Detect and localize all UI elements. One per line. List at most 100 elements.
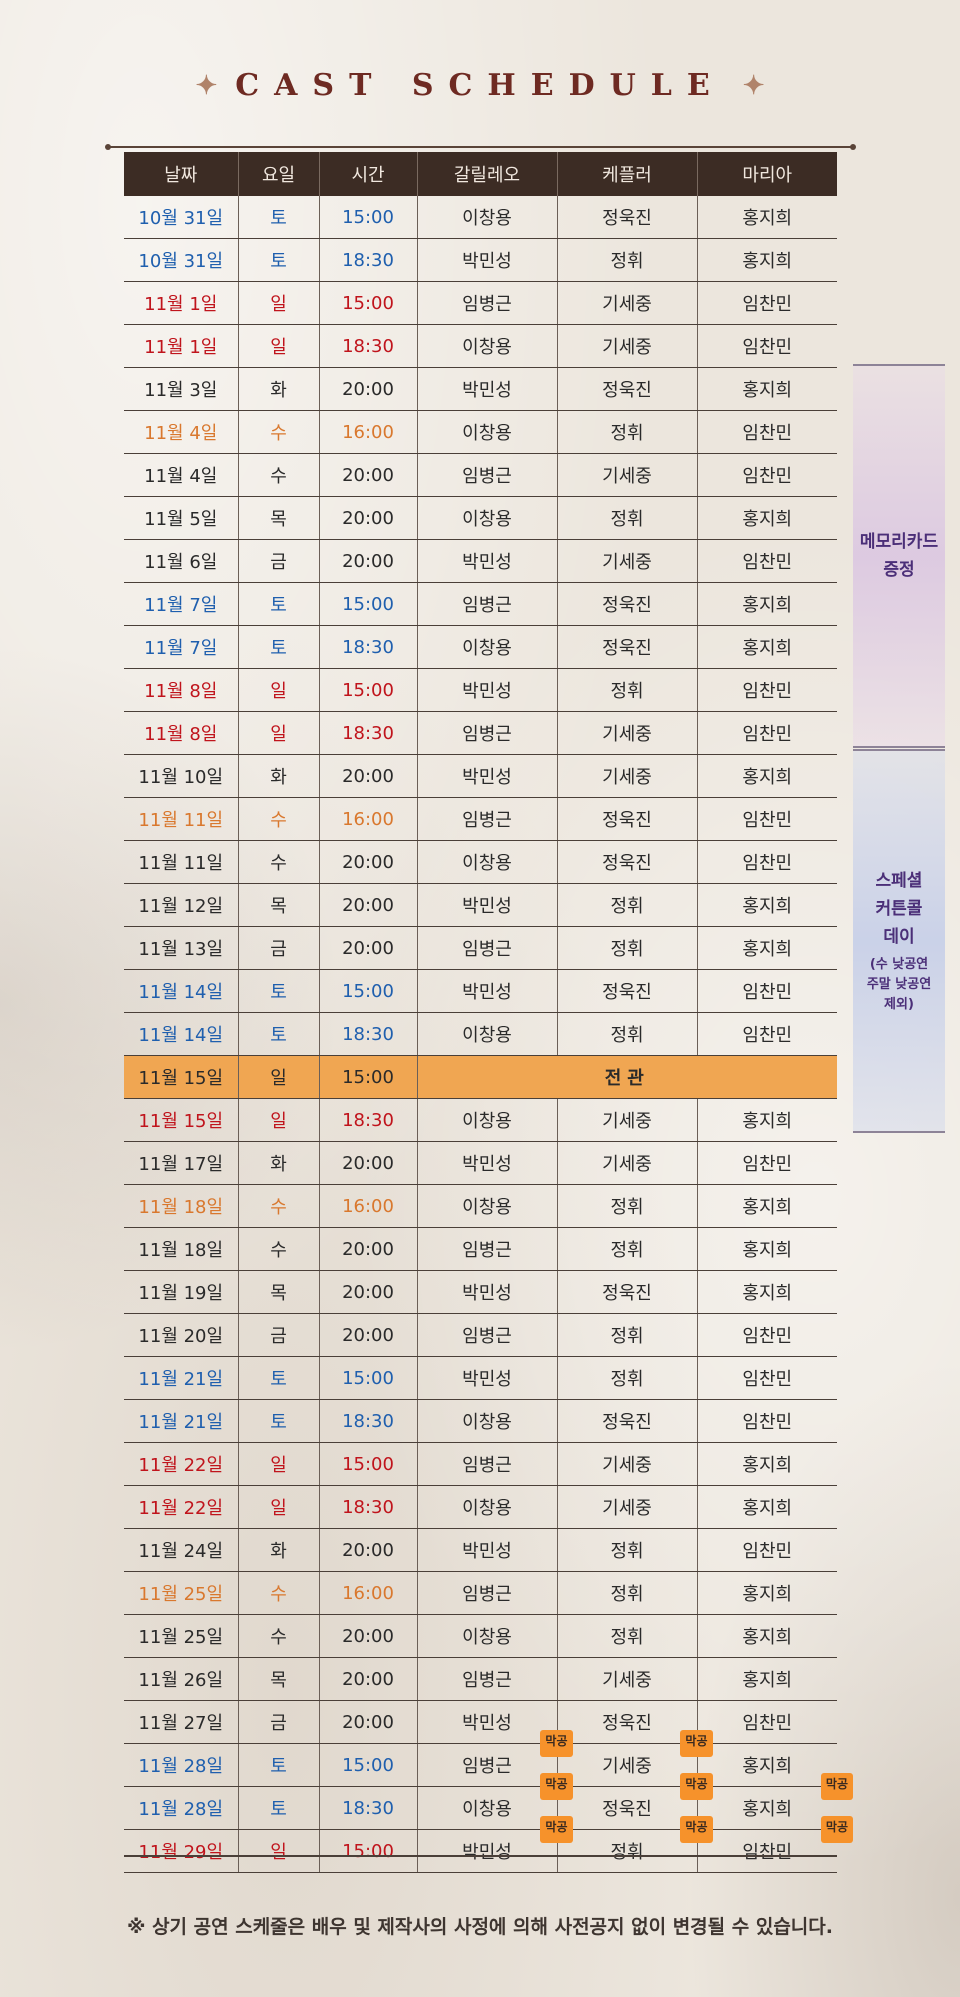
cast-name: 정휘 (610, 1842, 644, 1863)
cell-galileo: 임병근 (416, 1571, 557, 1615)
cell-time: 20:00 (318, 1141, 417, 1185)
cell-time: 18:30 (318, 1485, 417, 1529)
cell-galileo: 임병근 막공 (416, 1730, 573, 1787)
cell-day: 토 (237, 1786, 319, 1830)
table-row: 11월 17일 화 20:00 박민성 기세중 임찬민 (124, 1141, 837, 1185)
cast-name: 기세중 (602, 724, 652, 745)
cell-maria: 임찬민 (696, 1141, 837, 1185)
cast-name: 박민성 (462, 1713, 512, 1734)
cast-name: 임찬민 (742, 1025, 793, 1046)
cell-maria: 임찬민 (696, 539, 837, 583)
cell-time: 20:00 (318, 1700, 417, 1744)
cell-day: 목 (237, 883, 319, 927)
cell-maria: 임찬민 (696, 1700, 837, 1744)
cell-time: 20:00 (318, 1657, 417, 1701)
cell-kepler: 기세중 (556, 539, 697, 583)
special-note-line3: 제외) (884, 997, 914, 1012)
table-row: 11월 22일 일 15:00 임병근 기세중 홍지희 (124, 1442, 837, 1486)
cell-date: 11월 15일 (124, 1098, 238, 1142)
cell-kepler: 기세중 (556, 1098, 697, 1142)
cell-day: 수 (237, 797, 319, 841)
table-row: 11월 26일 목 20:00 임병근 기세중 홍지희 (124, 1657, 837, 1701)
cell-day: 금 (237, 1700, 319, 1744)
table-row: 11월 25일 수 16:00 임병근 정휘 홍지희 (124, 1571, 837, 1615)
special-curtain-call-box: 스페셜 커튼콜 데이 (수 낮공연 주말 낮공연 제외) (853, 749, 945, 1133)
cast-name: 임찬민 (742, 1154, 793, 1175)
cast-name: 임병근 (462, 1240, 512, 1261)
cell-date: 11월 29일 (124, 1829, 238, 1873)
cell-kepler: 정휘 (556, 1012, 697, 1056)
cast-name: 기세중 (602, 466, 652, 487)
special-note-line2: 주말 낮공연 (866, 977, 932, 992)
table-row: 11월 6일 금 20:00 박민성 기세중 임찬민 (124, 539, 837, 583)
cell-time: 16:00 (318, 410, 417, 454)
cell-kepler: 기세중 (556, 1657, 697, 1701)
table-row: 11월 11일 수 16:00 임병근 정욱진 임찬민 (124, 797, 837, 841)
cast-name: 이창용 (462, 638, 512, 659)
table-row: 11월 7일 토 15:00 임병근 정욱진 홍지희 (124, 582, 837, 626)
cell-time: 18:30 (318, 324, 417, 368)
special-line3: 데이 (883, 927, 915, 947)
cast-name: 박민성 (462, 896, 512, 917)
cell-galileo: 임병근 (416, 582, 557, 626)
cell-date: 11월 22일 (124, 1485, 238, 1529)
cast-name: 정휘 (610, 423, 644, 444)
table-row: 10월 31일 토 15:00 이창용 정욱진 홍지희 (124, 196, 837, 239)
cast-name: 홍지희 (742, 380, 793, 401)
cell-maria: 임찬민 (696, 281, 837, 325)
cell-date: 11월 17일 (124, 1141, 238, 1185)
cast-name: 홍지희 (742, 1455, 793, 1476)
table-row: 11월 21일 토 18:30 이창용 정욱진 임찬민 (124, 1399, 837, 1443)
cell-galileo: 이창용 (416, 1012, 557, 1056)
cell-date: 11월 6일 (124, 539, 238, 583)
cell-time: 20:00 (318, 539, 417, 583)
cell-maria: 임찬민 (696, 453, 837, 497)
cell-galileo: 이창용 (416, 1485, 557, 1529)
cast-name: 홍지희 (742, 1584, 793, 1605)
cast-name: 기세중 (602, 1498, 652, 1519)
cast-name: 박민성 (462, 380, 512, 401)
cast-name: 기세중 (602, 552, 652, 573)
cast-name: 이창용 (462, 1412, 512, 1433)
cast-name: 홍지희 (742, 208, 793, 229)
cast-name: 기세중 (602, 1670, 652, 1691)
cast-name: 이창용 (462, 1111, 512, 1132)
cell-kepler: 정휘 막공 (556, 1816, 713, 1873)
cast-name: 홍지희 (742, 509, 793, 530)
cell-kepler: 정휘 (556, 1528, 697, 1572)
cast-name: 정휘 (610, 1025, 644, 1046)
cast-name: 임찬민 (742, 681, 793, 702)
special-note: (수 낮공연 주말 낮공연 제외) (867, 955, 931, 1015)
cell-day: 목 (237, 1270, 319, 1314)
cell-time: 20:00 (318, 926, 417, 970)
cast-name: 박민성 (462, 767, 512, 788)
page-title: ✦ CAST SCHEDULE ✦ (0, 68, 960, 103)
final-show-badge: 막공 (820, 1816, 853, 1843)
cell-galileo: 박민성 (416, 1270, 557, 1314)
cast-name: 이창용 (462, 1627, 512, 1648)
cell-maria: 임찬민 (696, 1012, 837, 1056)
table-row: 11월 25일 수 20:00 이창용 정휘 홍지희 (124, 1614, 837, 1658)
cell-kepler: 정욱진 (556, 1399, 697, 1443)
cell-date: 11월 4일 (124, 453, 238, 497)
cell-galileo: 이창용 (416, 1614, 557, 1658)
table-row: 11월 8일 일 18:30 임병근 기세중 임찬민 (124, 711, 837, 755)
cell-maria: 홍지희 (696, 754, 837, 798)
cell-date: 11월 26일 (124, 1657, 238, 1701)
cast-name: 박민성 (462, 1842, 512, 1863)
cell-maria: 홍지희 (696, 1442, 837, 1486)
cell-day: 금 (237, 539, 319, 583)
cell-galileo: 박민성 (416, 1141, 557, 1185)
cast-name: 정욱진 (602, 380, 652, 401)
cell-kepler: 정휘 (556, 1571, 697, 1615)
cast-name: 정휘 (610, 1627, 644, 1648)
cell-kepler: 정휘 (556, 1313, 697, 1357)
cast-name: 정휘 (610, 1326, 644, 1347)
cell-full-house: 전관 (416, 1055, 837, 1099)
cast-name: 박민성 (462, 552, 512, 573)
cast-name: 정욱진 (602, 982, 652, 1003)
cell-kepler: 정욱진 (556, 582, 697, 626)
table-row: 11월 21일 토 15:00 박민성 정휘 임찬민 (124, 1356, 837, 1400)
cast-name: 박민성 (462, 1369, 512, 1390)
header-kepler: 케플러 (556, 152, 697, 196)
